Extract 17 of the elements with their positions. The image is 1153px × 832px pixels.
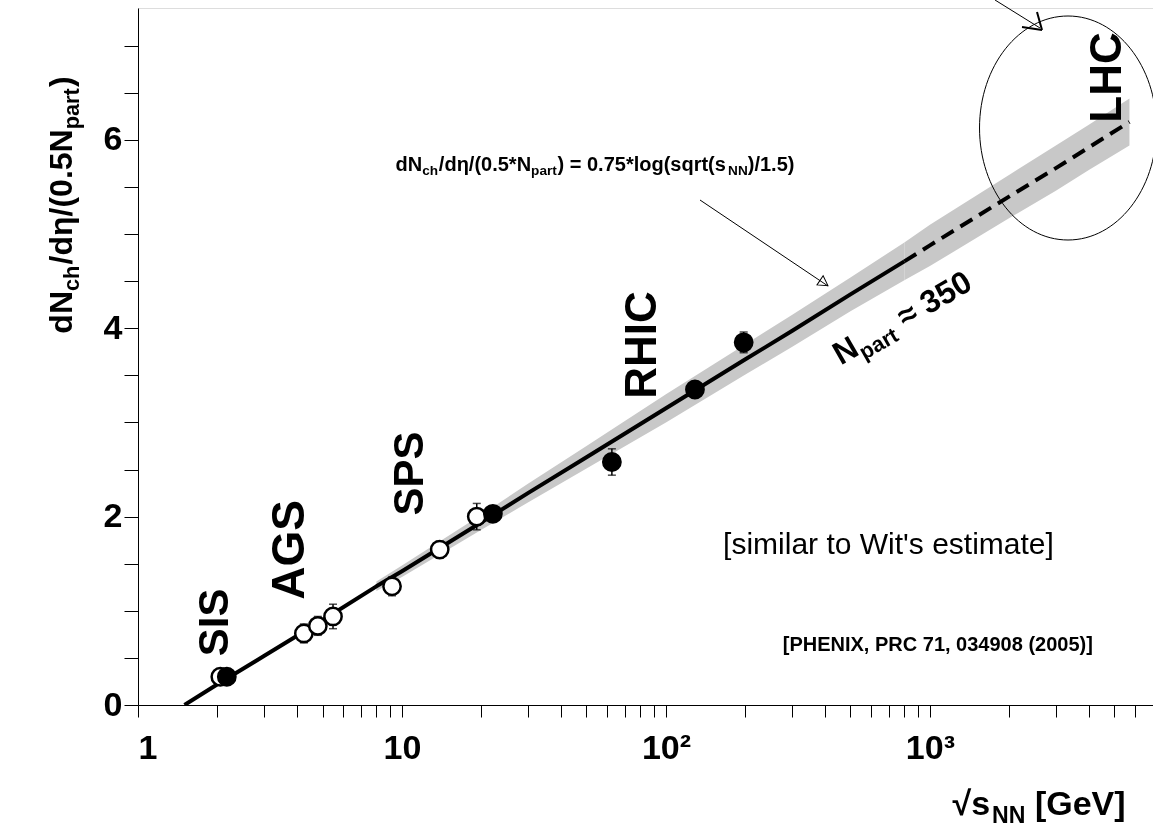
y-axis-title: dNch/dη/(0.5Npart)	[43, 76, 85, 334]
x-tick-label: 1	[138, 727, 158, 766]
annotation: Npart ≈ 350	[826, 263, 978, 372]
x-tick-label: 10	[383, 727, 422, 766]
x-tick-label: 10³	[905, 727, 955, 766]
x-tick-label: 10²	[641, 727, 692, 766]
annotation: AGS	[262, 500, 314, 600]
y-tick-label: 2	[103, 496, 123, 535]
annotation: SPS	[385, 431, 432, 516]
y-tick-label: 4	[103, 307, 123, 346]
annotation: LHC	[1081, 32, 1130, 123]
y-tick-label: 0	[103, 684, 123, 723]
annotation: [similar to Wit's estimate]	[723, 527, 1054, 560]
annotation: RHIC	[616, 291, 665, 399]
annotation: SIS	[190, 588, 237, 657]
y-tick-label: 6	[103, 119, 123, 158]
annotation: [PHENIX, PRC 71, 034908 (2005)]	[782, 633, 1093, 655]
